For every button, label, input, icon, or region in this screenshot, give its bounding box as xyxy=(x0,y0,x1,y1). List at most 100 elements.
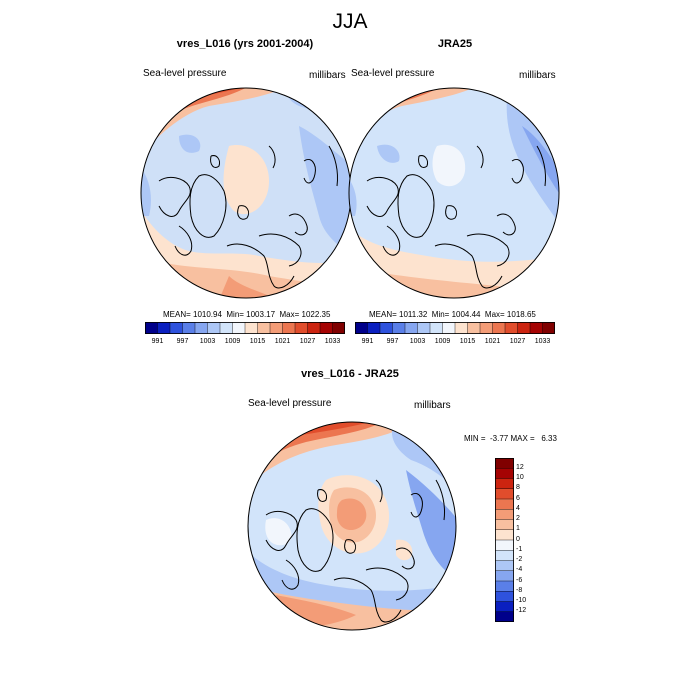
panel-2-colorbar-tick-label: 1021 xyxy=(484,338,501,345)
panel-1-colorbar-swatch xyxy=(219,322,234,334)
panel-1-colorbar-tick-label: 1027 xyxy=(299,338,316,345)
panel-3-colorbar-swatch xyxy=(495,509,514,521)
panel-1-colorbar-tick-label: 1021 xyxy=(274,338,291,345)
panel-2-colorbar-swatch xyxy=(442,322,456,334)
panel-3-colorbar-swatch xyxy=(495,468,514,480)
panel-2-colorbar-swatch xyxy=(367,322,381,334)
panel-1-units-label: millibars xyxy=(309,70,346,81)
panel-3-colorbar-swatch xyxy=(495,560,514,572)
panel-3-colorbar-tick-label: 4 xyxy=(516,504,520,512)
panel-3-colorbar-tick-label: 2 xyxy=(516,515,520,522)
panel-3-colorbar-swatch xyxy=(495,580,514,592)
panel-3-colorbar-tick-label: 1 xyxy=(516,525,520,533)
panel-3-colorbar-tick-label: -1 xyxy=(516,545,523,553)
panel-2-polar-map xyxy=(348,87,560,299)
panel-3-colorbar-swatch xyxy=(495,570,514,582)
panel-3-colorbar-swatch xyxy=(495,601,514,613)
panel-3-colorbar-tick-label: 10 xyxy=(516,474,524,481)
panel-3-stats: MIN = -3.77 MAX = 6.33 xyxy=(464,434,557,443)
panel-3-colorbar-tick-label: 12 xyxy=(516,463,524,471)
panel-3-title: vres_L016 - JRA25 xyxy=(301,368,399,380)
panel-1-colorbar-tick-label: 1003 xyxy=(199,338,216,345)
panel-2-colorbar-tick-label: 1009 xyxy=(434,338,451,345)
panel-2-colorbar-swatch xyxy=(517,322,531,334)
panel-2-colorbar xyxy=(355,322,555,334)
panel-3-units-label: millibars xyxy=(414,400,451,411)
panel-2-colorbar-tick-label: 1015 xyxy=(459,338,476,345)
panel-2-units-label: millibars xyxy=(519,70,556,81)
panel-2-colorbar-swatch xyxy=(492,322,506,334)
panel-2-stats: MEAN= 1011.32 Min= 1004.44 Max= 1018.65 xyxy=(369,310,536,319)
panel-2-colorbar-swatch xyxy=(355,322,369,334)
panel-2-colorbar-swatch xyxy=(404,322,419,334)
panel-1-colorbar-swatch xyxy=(257,322,271,334)
panel-1-colorbar-swatch xyxy=(319,322,334,334)
panel-1-colorbar-swatch xyxy=(232,322,246,334)
figure-title: JJA xyxy=(332,10,368,33)
panel-1-colorbar-tick-label: 997 xyxy=(176,338,189,345)
panel-1-colorbar-labels: 991 997 1003 1009 1015 1021 1027 1033 xyxy=(145,338,345,348)
panel-1-stats: MEAN= 1010.94 Min= 1003.17 Max= 1022.35 xyxy=(163,310,331,319)
panel-3-colorbar-labels: 12 10 8 6 4 2 1 0 -1 -2 -4 -6 -8 -10 -12 xyxy=(516,458,546,622)
panel-3-colorbar-tick-label: -8 xyxy=(516,586,523,594)
panel-2-colorbar-swatch xyxy=(417,322,431,334)
panel-3-variable-label: Sea-level pressure xyxy=(248,398,332,409)
panel-2-colorbar-tick-label: 1033 xyxy=(534,338,551,345)
panel-3-colorbar-swatch xyxy=(495,539,514,551)
panel-3-colorbar-swatch xyxy=(495,550,514,562)
panel-2-colorbar-swatch xyxy=(392,322,406,334)
panel-3-colorbar-tick-label: 6 xyxy=(516,494,520,502)
panel-1-colorbar-swatch xyxy=(269,322,284,334)
panel-3-colorbar-swatch xyxy=(495,529,514,541)
panel-1-colorbar-swatch xyxy=(332,322,345,334)
panel-2-colorbar-swatch xyxy=(504,322,519,334)
panel-3-colorbar-tick-label: -4 xyxy=(516,566,523,574)
panel-1-colorbar-tick-label: 1033 xyxy=(324,338,341,345)
panel-2-colorbar-swatch xyxy=(542,322,555,334)
panel-3-colorbar-swatch xyxy=(495,519,514,531)
panel-1-colorbar-swatch xyxy=(244,322,259,334)
panel-2-colorbar-swatch xyxy=(379,322,394,334)
panel-3-colorbar-swatch xyxy=(495,458,514,469)
panel-3-colorbar-swatch xyxy=(495,611,514,622)
panel-1-colorbar-swatch xyxy=(194,322,209,334)
panel-2-colorbar-tick-label: 1003 xyxy=(409,338,426,345)
panel-3-colorbar xyxy=(495,458,514,622)
panel-1-variable-label: Sea-level pressure xyxy=(143,68,227,79)
panel-1-colorbar xyxy=(145,322,345,334)
panel-3-colorbar-tick-label: 8 xyxy=(516,484,520,492)
panel-3-colorbar-swatch xyxy=(495,498,514,510)
panel-3-colorbar-swatch xyxy=(495,478,514,490)
panel-1-colorbar-swatch xyxy=(282,322,296,334)
panel-2-colorbar-tick-label: 1027 xyxy=(509,338,526,345)
panel-2-colorbar-swatch xyxy=(467,322,481,334)
panel-2-colorbar-swatch xyxy=(529,322,544,334)
panel-2-colorbar-swatch xyxy=(454,322,469,334)
panel-3-colorbar-swatch xyxy=(495,488,514,500)
panel-3-colorbar-tick-label: 0 xyxy=(516,535,520,543)
panel-2-colorbar-swatch xyxy=(429,322,444,334)
panel-2-colorbar-tick-label: 991 xyxy=(361,338,374,345)
panel-1-colorbar-swatch xyxy=(169,322,184,334)
panel-1-colorbar-tick-label: 991 xyxy=(151,338,164,345)
panel-1-colorbar-swatch xyxy=(294,322,309,334)
panel-3-colorbar-tick-label: -2 xyxy=(516,556,523,563)
panel-2-colorbar-tick-label: 997 xyxy=(386,338,399,345)
panel-1-title: vres_L016 (yrs 2001-2004) xyxy=(176,38,314,50)
panel-1-colorbar-swatch xyxy=(182,322,196,334)
panel-2-variable-label: Sea-level pressure xyxy=(351,68,435,79)
panel-1-colorbar-swatch xyxy=(207,322,221,334)
panel-3-colorbar-tick-label: -12 xyxy=(516,607,527,615)
panel-1-colorbar-tick-label: 1015 xyxy=(249,338,266,345)
panel-2-colorbar-swatch xyxy=(479,322,494,334)
panel-1-polar-map xyxy=(140,87,352,299)
panel-2-title: JRA25 xyxy=(437,38,473,50)
panel-3-colorbar-tick-label: -10 xyxy=(516,597,527,604)
panel-1-colorbar-swatch xyxy=(307,322,321,334)
panel-3-colorbar-tick-label: -6 xyxy=(516,576,523,584)
panel-3-polar-map xyxy=(247,421,457,631)
panel-2-colorbar-labels: 991 997 1003 1009 1015 1021 1027 1033 xyxy=(355,338,555,348)
panel-1-colorbar-swatch xyxy=(145,322,159,334)
panel-3-colorbar-swatch xyxy=(495,591,514,603)
panel-1-colorbar-tick-label: 1009 xyxy=(224,338,241,345)
